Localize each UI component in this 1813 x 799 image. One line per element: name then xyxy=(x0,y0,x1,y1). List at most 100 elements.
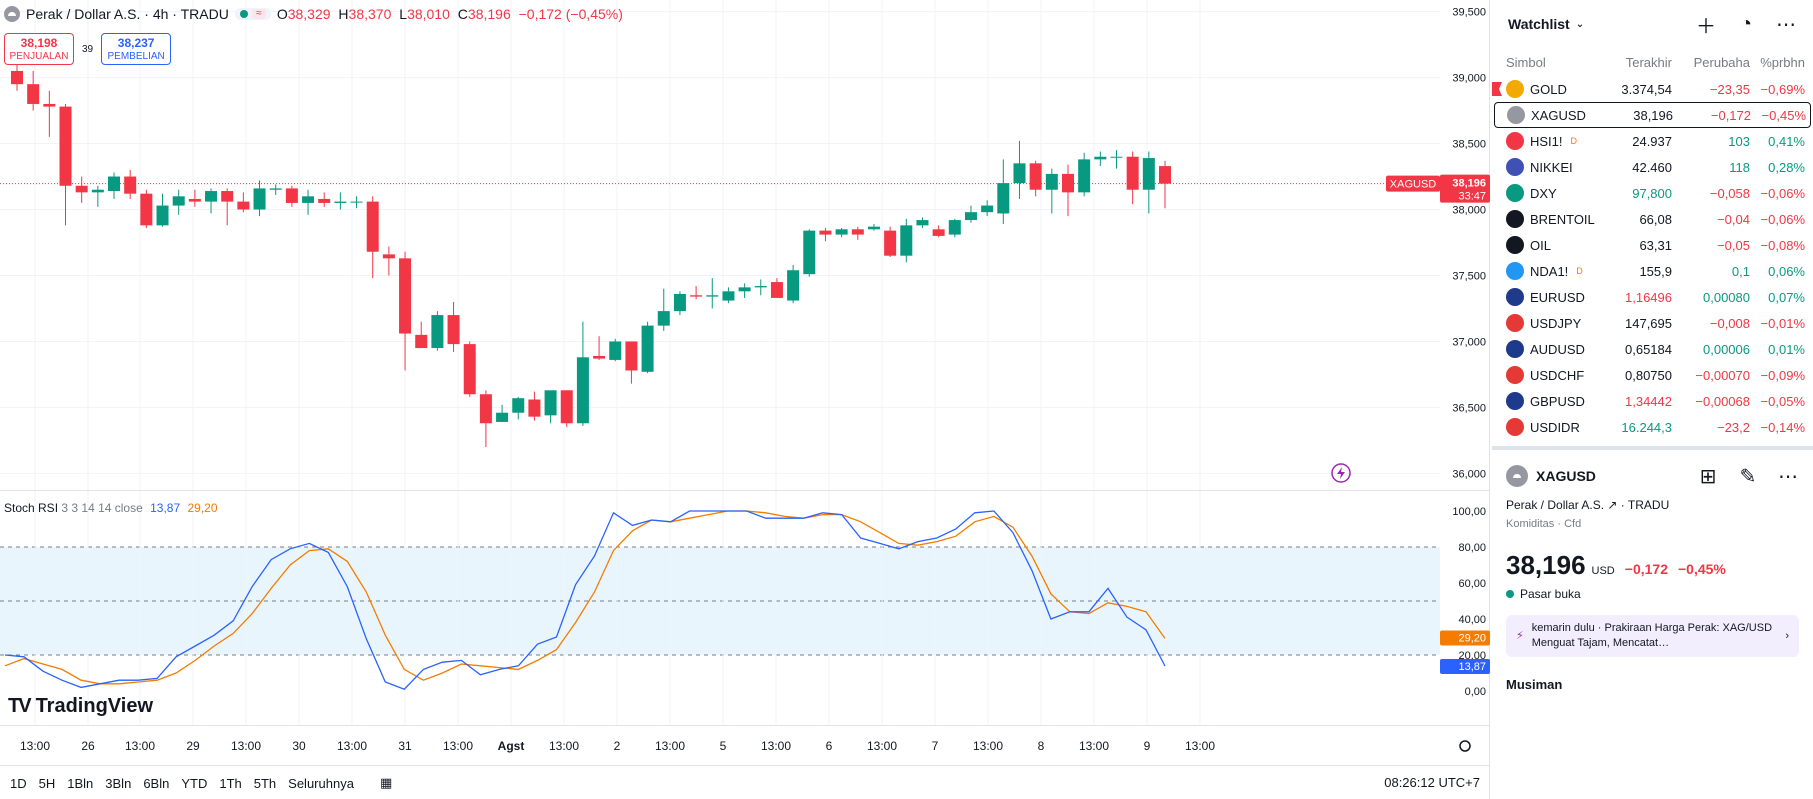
detail-symbol[interactable]: XAGUSD xyxy=(1506,465,1596,487)
candle-body xyxy=(819,230,832,235)
row-symbol-text: HSI1! xyxy=(1530,133,1563,149)
price-tick-label: 36,500 xyxy=(1452,402,1486,414)
detail-name[interactable]: Perak / Dollar A.S. xyxy=(1506,498,1605,512)
watchlist-row[interactable]: GBPUSD 1,34442 −0,00068 −0,05% xyxy=(1492,388,1813,414)
watchlist-row[interactable]: USDJPY 147,695 −0,008 −0,01% xyxy=(1492,310,1813,336)
range-5h[interactable]: 5H xyxy=(38,775,56,791)
time-axis-labels[interactable]: 13:00 26 13:00 29 13:00 30 13:00 31 13:00 Agst 13:… xyxy=(0,726,1490,766)
detail-change-pct: −0,45% xyxy=(1677,561,1726,577)
row-symbol: OIL xyxy=(1506,236,1602,254)
candle-body xyxy=(75,185,88,193)
watchlist-row[interactable]: AUDUSD 0,65184 0,00006 0,01% xyxy=(1492,336,1813,362)
watchlist-row[interactable]: GOLD 3.374,54 −23,35 −0,69% xyxy=(1492,76,1813,102)
detail-currency: USD xyxy=(1591,565,1615,577)
icon-flag-eu xyxy=(1506,288,1524,306)
range-1th[interactable]: 1Th xyxy=(219,775,242,791)
flag-icon[interactable] xyxy=(1492,82,1502,96)
price-axis[interactable]: 39,500 39,000 38,500 38,000 37,500 37,000 36,5… xyxy=(1440,0,1490,490)
watchlist-title: Watchlist xyxy=(1508,16,1570,32)
edit-icon[interactable]: ✎ xyxy=(1739,465,1757,488)
market-open-icon xyxy=(239,10,248,18)
candle-body xyxy=(673,293,686,312)
watchlist-row[interactable]: NIKKEI 42.460 118 0,28% xyxy=(1492,154,1813,180)
open-value: 38,329 xyxy=(287,6,331,22)
rsi-axis-labels[interactable]: 100,00 80,00 60,00 40,00 20,00 0,00 29,20 13,87 xyxy=(1440,491,1490,726)
watchlist-title-dropdown[interactable]: Watchlist ⌄ xyxy=(1508,16,1584,32)
row-pct: −0,45% xyxy=(1761,107,1806,123)
stoch-rsi-legend[interactable]: Stoch RSI 3 3 14 14 close 13,87 29,20 xyxy=(4,501,218,515)
col-change-pct[interactable]: %prbhn xyxy=(1760,54,1805,70)
advanced-view-icon[interactable]: ◔ xyxy=(1739,12,1753,35)
row-last: 1,16496 xyxy=(1625,289,1672,305)
candle-body xyxy=(221,191,234,202)
ohlc-values: O38,329 H38,370 L38,010 C38,196 −0,172 (… xyxy=(277,6,627,22)
watchlist-row[interactable]: HSI1! D 24.937 103 0,41% xyxy=(1492,128,1813,154)
candle-body xyxy=(1029,163,1042,190)
watchlist-row[interactable]: XAGUSD 38,196 −0,172 −0,45% xyxy=(1494,102,1811,128)
more-icon[interactable]: ⋯ xyxy=(1778,465,1798,488)
lightning-icon[interactable] xyxy=(1330,462,1352,484)
watchlist-row[interactable]: NDA1! D 155,9 0,1 0,06% xyxy=(1492,258,1813,284)
col-symbol[interactable]: Simbol xyxy=(1506,54,1546,70)
candle-body xyxy=(431,315,444,349)
news-card[interactable]: ⚡ kemarin dulu · Prakiraan Harga Perak: … xyxy=(1506,615,1799,657)
grid-icon[interactable]: ⊞ xyxy=(1699,465,1717,488)
row-pct: 0,06% xyxy=(1768,263,1805,279)
time-axis[interactable]: 13:00 26 13:00 29 13:00 30 13:00 31 13:00 Agst 13:… xyxy=(0,725,1490,765)
sell-button[interactable]: 38,198 PENJUALAN xyxy=(4,33,74,65)
watchlist-row[interactable]: OIL 63,31 −0,05 −0,08% xyxy=(1492,232,1813,258)
col-last[interactable]: Terakhir xyxy=(1625,54,1672,70)
watchlist-row[interactable]: USDCHF 0,80750 −0,00070 −0,09% xyxy=(1492,362,1813,388)
settings-icon[interactable] xyxy=(1459,740,1471,752)
range-1bln[interactable]: 1Bln xyxy=(67,775,94,791)
watchlist-row[interactable]: DXY 97,800 −0,058 −0,06% xyxy=(1492,180,1813,206)
watchlist-row[interactable]: BRENTOIL 66,08 −0,04 −0,06% xyxy=(1492,206,1813,232)
add-symbol-icon[interactable]: ＋ xyxy=(1696,15,1716,38)
clock[interactable]: 08:26:12 UTC+7 xyxy=(1384,775,1480,790)
stoch-rsi-chart[interactable] xyxy=(0,491,1440,726)
external-link-icon[interactable]: ↗ xyxy=(1607,498,1618,512)
row-chg: −0,00070 xyxy=(1695,367,1750,383)
symbol-details: XAGUSD ⊞ ✎ ⋯ Perak / Dollar A.S. ↗ · TRA… xyxy=(1492,446,1813,704)
icon-dollar xyxy=(1506,184,1524,202)
candle-body xyxy=(156,205,169,226)
price-chart[interactable]: XAGUSD xyxy=(0,0,1440,490)
col-change[interactable]: Perubaha xyxy=(1693,54,1750,70)
market-status-pill[interactable]: ≈ xyxy=(234,8,271,20)
row-pct: −0,01% xyxy=(1760,315,1805,331)
range-3bln[interactable]: 3Bln xyxy=(105,775,132,791)
watchlist-row[interactable]: EURUSD 1,16496 0,00080 0,07% xyxy=(1492,284,1813,310)
candle-body xyxy=(512,398,525,413)
row-symbol-text: USDCHF xyxy=(1530,367,1585,383)
watchlist-rows: GOLD 3.374,54 −23,35 −0,69% XAGUSD 38,196 −0,1… xyxy=(1492,76,1813,440)
range-seluruhnya[interactable]: Seluruhnya xyxy=(288,775,354,791)
row-symbol: USDCHF xyxy=(1506,366,1602,384)
range-1d[interactable]: 1D xyxy=(10,775,27,791)
watchlist-row[interactable]: USDIDR 16.244,3 −23,2 −0,14% xyxy=(1492,414,1813,440)
range-6bln[interactable]: 6Bln xyxy=(143,775,170,791)
chart-area[interactable]: XAGUSD Perak / Dollar A.S. · 4h · TRADU … xyxy=(0,0,1490,799)
time-tick-label: 13:00 xyxy=(761,739,791,753)
price-axis-labels[interactable]: 39,500 39,000 38,500 38,000 37,500 37,000 36,5… xyxy=(1440,0,1490,490)
row-symbol: GOLD xyxy=(1506,80,1602,98)
range-5th[interactable]: 5Th xyxy=(253,775,277,791)
row-pct: 0,28% xyxy=(1768,159,1805,175)
candle-body xyxy=(1013,163,1026,184)
candle-body xyxy=(366,201,379,252)
more-icon[interactable]: ⋯ xyxy=(1776,13,1796,36)
calendar-icon[interactable]: ▦ xyxy=(379,775,393,790)
price-tick-label: 39,500 xyxy=(1452,7,1486,19)
row-symbol: AUDUSD xyxy=(1506,340,1602,358)
row-chg: −0,04 xyxy=(1717,211,1750,227)
stoch-rsi-pane[interactable]: Stoch RSI 3 3 14 14 close 13,87 29,20 TV… xyxy=(0,490,1440,726)
rsi-axis[interactable]: 100,00 80,00 60,00 40,00 20,00 0,00 29,20 13,87 xyxy=(1440,490,1490,725)
current-price-tag xyxy=(1440,174,1490,203)
candle-body xyxy=(835,229,848,235)
symbol-title[interactable]: Perak / Dollar A.S. · 4h · TRADU xyxy=(26,6,229,22)
candle-body xyxy=(350,201,363,203)
tradingview-logo[interactable]: TV TradingView xyxy=(8,695,153,718)
row-last: 1,34442 xyxy=(1625,393,1672,409)
buy-button[interactable]: 38,237 PEMBELIAN xyxy=(101,33,172,65)
range-ytd[interactable]: YTD xyxy=(181,775,208,791)
price-pane[interactable]: XAGUSD Perak / Dollar A.S. · 4h · TRADU … xyxy=(0,0,1440,490)
